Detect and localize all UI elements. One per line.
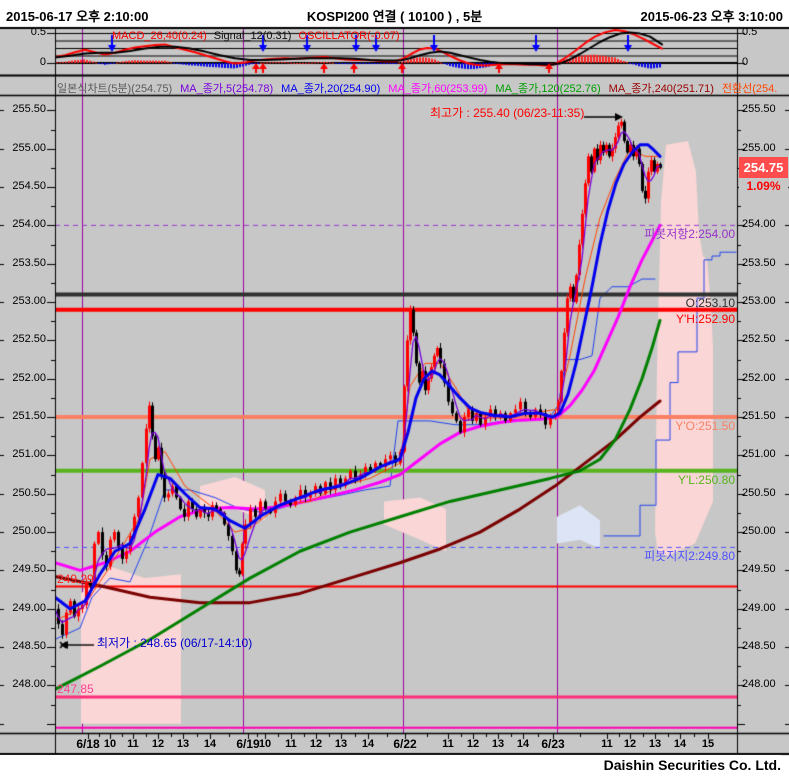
current-price-badge: 254.75 [739,157,788,178]
legend-item: 전환선(254. [721,83,778,95]
chart-legend: 일본식차트(5분)(254.75) MA_종가,5(254.78) MA_종가,20… [57,80,789,96]
macd-legend-item: OSCILLATOR(-0.07) [298,30,400,42]
macd-legend-item: MACD_26,40(0.24) [112,30,207,42]
legend-item: MA_종가,5(254.78) [180,83,274,95]
legend-item: 일본식차트(5분)(254.75) [57,83,173,95]
legend-item: MA_종가,120(252.76) [495,83,601,95]
legend-item: MA_종가,20(254.90) [281,83,381,95]
legend-item: MA_종가,60(253.99) [388,83,488,95]
macd-legend: MACD_26,40(0.24) Signal_12(0.31) OSCILLATO… [112,30,407,42]
footer-company-name: Daishin Securities Co. Ltd. [0,755,781,776]
legend-item: MA_종가,240(251.71) [608,83,714,95]
macd-legend-item: Signal_12(0.31) [213,30,292,42]
change-percent: 1.09% [739,179,788,194]
